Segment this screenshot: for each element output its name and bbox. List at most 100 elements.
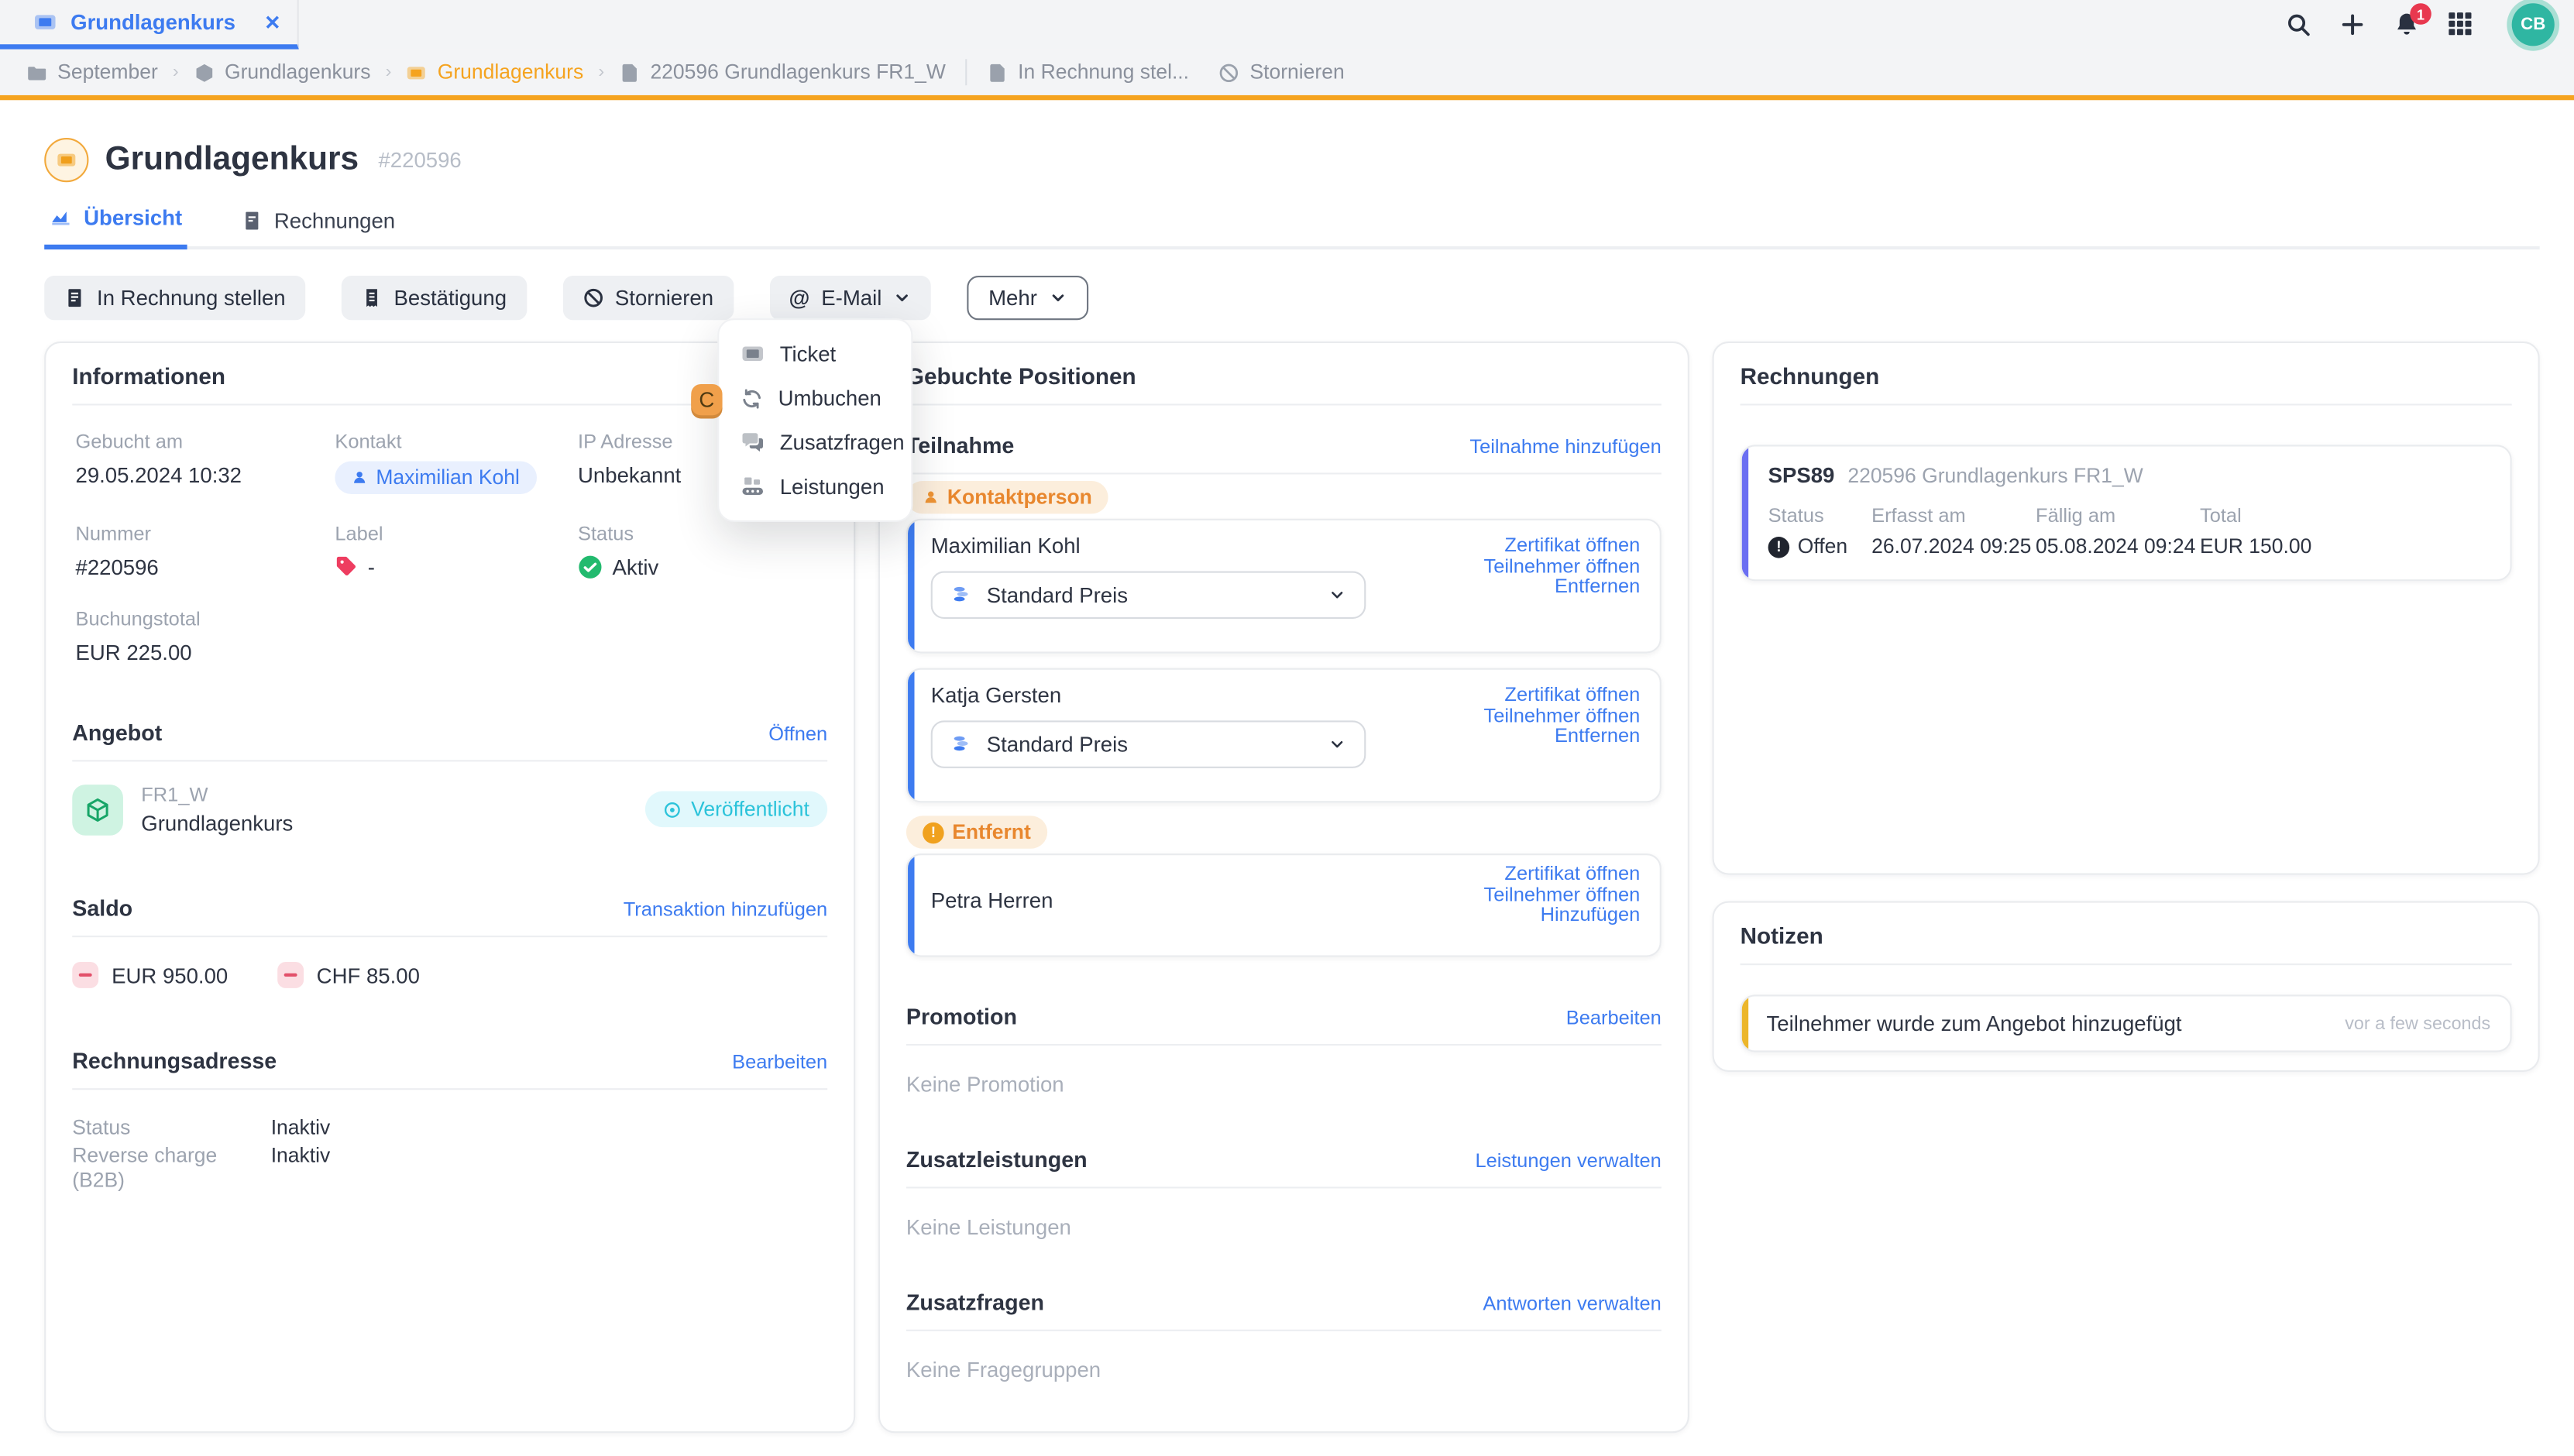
cursor-marker: C [691, 383, 723, 416]
breadcrumb-item-invoice-dialog[interactable]: In Rechnung stel... [987, 60, 1189, 84]
teilnahme-title: Teilnahme [906, 433, 1015, 458]
avatar[interactable]: CB [2511, 3, 2555, 46]
add-icon[interactable] [2339, 12, 2366, 38]
participant-card-maximilian: Maximilian Kohl Standard Preis Zertifika… [906, 518, 1662, 654]
note-timestamp: vor a few seconds [2345, 1013, 2491, 1034]
page-id: #220596 [378, 146, 462, 172]
open-certificate-link[interactable]: Zertifikat öffnen [1504, 533, 1641, 557]
open-certificate-link[interactable]: Zertifikat öffnen [1504, 682, 1641, 706]
search-icon[interactable] [2285, 12, 2311, 38]
app-tab-grundlagenkurs[interactable]: Grundlagenkurs ✕ [0, 0, 299, 50]
participant-card-katja: Katja Gersten Standard Preis Zertifikat … [906, 668, 1662, 803]
address-row-reverse-charge: Reverse charge (B2B) Inaktiv [72, 1144, 331, 1192]
package-icon [194, 61, 215, 83]
page-header: Grundlagenkurs #220596 [44, 136, 2539, 182]
zusatzfragen-empty-text: Keine Fragegruppen [906, 1357, 1101, 1382]
conveyor-icon [741, 475, 765, 500]
promotion-section-header: Promotion Bearbeiten [906, 1004, 1662, 1029]
open-participant-link[interactable]: Teilnehmer öffnen [1483, 554, 1641, 577]
manage-services-link[interactable]: Leistungen verwalten [1475, 1148, 1662, 1172]
notification-badge: 1 [2410, 3, 2431, 25]
menu-item-ticket[interactable]: Ticket [719, 331, 911, 376]
mehr-button[interactable]: Mehr [967, 276, 1088, 321]
invoice-created: Erfasst am 26.07.2024 09:25 [1871, 503, 2032, 558]
chevron-down-icon [1328, 586, 1346, 604]
participant-name: Katja Gersten [930, 682, 1062, 708]
cancel-booking-button[interactable]: Stornieren [562, 276, 734, 321]
chevron-down-icon [893, 289, 911, 307]
angebot-section-header: Angebot Öffnen [72, 720, 827, 745]
address-row-status: Status Inaktiv [72, 1116, 331, 1139]
invoice-row[interactable]: SPS89 220596 Grundlagenkurs FR1_W Status… [1740, 445, 2512, 582]
booking-ticket-icon [44, 136, 89, 182]
entfernt-badge: ! Entfernt [906, 816, 1048, 849]
apps-grid-icon[interactable] [2448, 12, 2474, 38]
open-participant-link[interactable]: Teilnehmer öffnen [1483, 703, 1641, 726]
breadcrumb-item-stornieren[interactable]: Stornieren [1218, 60, 1345, 84]
folder-icon [26, 61, 48, 83]
field-status: Status Aktiv [578, 521, 659, 579]
close-icon[interactable]: ✕ [264, 10, 281, 34]
field-nummer: Nummer #220596 [75, 521, 159, 579]
divider [1740, 403, 2512, 406]
chevron-separator: › [598, 62, 605, 82]
breadcrumb-item-angebot[interactable]: Grundlagenkurs [194, 60, 371, 84]
check-circle-icon [578, 554, 603, 579]
field-label: Label - [335, 521, 383, 579]
tab-rechnungen[interactable]: Rechnungen [236, 205, 400, 249]
chevron-down-icon [1328, 735, 1346, 753]
menu-item-zusatzfragen[interactable]: Zusatzfragen [719, 421, 911, 465]
menu-item-umbuchen[interactable]: Umbuchen [719, 376, 911, 420]
coins-icon [950, 585, 972, 606]
add-transaction-link[interactable]: Transaktion hinzufügen [623, 897, 828, 920]
topbar: Grundlagenkurs ✕ 1 CB [0, 0, 2574, 50]
invoice-code: SPS89 [1768, 462, 1835, 488]
rechnungsadresse-section-header: Rechnungsadresse Bearbeiten [72, 1049, 827, 1073]
open-participant-link[interactable]: Teilnehmer öffnen [1483, 882, 1641, 905]
card-rechnungen: Rechnungen SPS89 220596 Grundlagenkurs F… [1712, 341, 2540, 875]
price-select[interactable]: Standard Preis [930, 571, 1366, 620]
note-item[interactable]: Teilnehmer wurde zum Angebot hinzugefügt… [1740, 994, 2512, 1053]
tab-uebersicht[interactable]: Übersicht [44, 205, 187, 250]
breadcrumb-item-current[interactable]: Grundlagenkurs [406, 60, 583, 84]
angebot-open-link[interactable]: Öffnen [768, 721, 828, 745]
add-participation-link[interactable]: Teilnahme hinzufügen [1469, 434, 1662, 458]
saldo-section-header: Saldo Transaktion hinzufügen [72, 896, 827, 921]
ticket-icon [33, 10, 57, 35]
email-button[interactable]: @ E-Mail [769, 276, 931, 321]
right-column: Rechnungen SPS89 220596 Grundlagenkurs F… [1712, 341, 2540, 1072]
confirmation-button[interactable]: Bestätigung [341, 276, 527, 321]
invoice-status: Status ! Offen [1768, 503, 1848, 558]
price-select[interactable]: Standard Preis [930, 720, 1366, 768]
participant-name: Petra Herren [930, 888, 1053, 913]
address-rows: Status Inaktiv Reverse charge (B2B) Inak… [72, 1116, 827, 1193]
edit-promotion-link[interactable]: Bearbeiten [1565, 1005, 1662, 1028]
chat-icon [741, 430, 765, 455]
angebot-name: Grundlagenkurs [141, 810, 294, 836]
remove-link[interactable]: Entfernen [1554, 723, 1641, 747]
actions-toolbar: In Rechnung stellen Bestätigung Stornier… [44, 276, 2539, 321]
invoice-icon [64, 287, 86, 309]
participant-links: Zertifikat öffnen Teilnehmer öffnen Entf… [1483, 682, 1641, 747]
contact-chip[interactable]: Maximilian Kohl [335, 461, 537, 494]
angebot-item[interactable]: FR1_W Grundlagenkurs Veröffentlicht [72, 782, 828, 836]
open-certificate-link[interactable]: Zertifikat öffnen [1504, 861, 1641, 885]
teilnahme-section-header: Teilnahme Teilnahme hinzufügen [906, 434, 1662, 458]
notifications-icon[interactable]: 1 [2394, 3, 2431, 38]
remove-link[interactable]: Entfernen [1554, 574, 1641, 598]
coins-icon [950, 733, 972, 755]
manage-answers-link[interactable]: Antworten verwalten [1483, 1290, 1662, 1314]
edit-address-link[interactable]: Bearbeiten [732, 1049, 828, 1073]
breadcrumb-item-september[interactable]: September [26, 60, 158, 84]
invoice-button[interactable]: In Rechnung stellen [44, 276, 306, 321]
promotion-empty-text: Keine Promotion [906, 1071, 1064, 1097]
menu-item-leistungen[interactable]: Leistungen [719, 465, 911, 509]
invoice-columns: Status ! Offen Erfasst am 26.07.2024 09:… [1768, 504, 2487, 560]
add-link[interactable]: Hinzufügen [1540, 902, 1641, 926]
angebot-code: FR1_W [141, 782, 208, 806]
breadcrumb-item-booking[interactable]: 220596 Grundlagenkurs FR1_W [619, 60, 946, 84]
zusatzfragen-section-header: Zusatzfragen Antworten verwalten [906, 1290, 1662, 1315]
participant-name: Maximilian Kohl [930, 533, 1081, 558]
document-icon [987, 61, 1009, 83]
divider [72, 403, 828, 406]
